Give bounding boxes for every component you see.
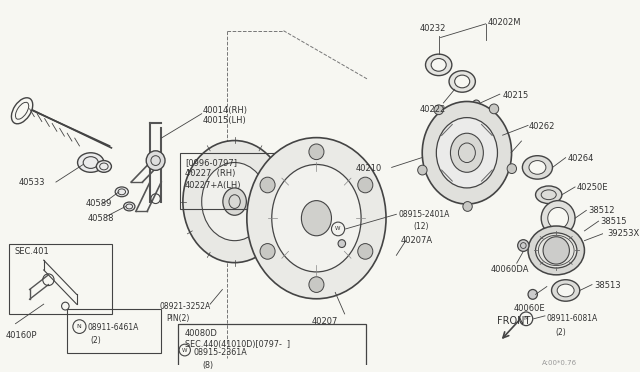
- Ellipse shape: [522, 156, 552, 179]
- Circle shape: [358, 244, 373, 259]
- Text: SEC.440(41010D)[0797-  ]: SEC.440(41010D)[0797- ]: [185, 340, 290, 349]
- Text: A:00*0.76: A:00*0.76: [542, 360, 577, 366]
- Ellipse shape: [436, 118, 497, 188]
- Circle shape: [490, 104, 499, 114]
- Ellipse shape: [536, 186, 562, 203]
- Ellipse shape: [536, 233, 577, 268]
- Ellipse shape: [223, 188, 246, 215]
- Ellipse shape: [272, 164, 361, 272]
- Text: 08921-3252A: 08921-3252A: [159, 302, 211, 311]
- Text: N: N: [524, 316, 529, 321]
- Ellipse shape: [77, 153, 104, 172]
- Ellipse shape: [529, 161, 546, 174]
- Bar: [180, 153, 302, 209]
- Text: FRONT: FRONT: [497, 316, 531, 326]
- Ellipse shape: [552, 280, 580, 301]
- Text: 40060E: 40060E: [514, 304, 545, 313]
- Circle shape: [338, 240, 346, 247]
- Text: 40160P: 40160P: [6, 331, 38, 340]
- Circle shape: [260, 244, 275, 259]
- Text: (8): (8): [203, 361, 214, 370]
- Text: 40202M: 40202M: [488, 18, 521, 27]
- Text: W: W: [335, 227, 341, 231]
- Circle shape: [260, 177, 275, 193]
- Ellipse shape: [557, 284, 574, 297]
- Text: 40227  (RH): 40227 (RH): [185, 169, 235, 178]
- Text: 40207: 40207: [312, 317, 338, 326]
- Text: 40015(LH): 40015(LH): [203, 116, 246, 125]
- Text: 08915-2361A: 08915-2361A: [193, 348, 247, 357]
- Ellipse shape: [12, 98, 33, 124]
- Circle shape: [528, 289, 538, 299]
- Text: 40227+A(LH): 40227+A(LH): [185, 181, 241, 190]
- Ellipse shape: [301, 201, 332, 236]
- Text: 38513: 38513: [594, 281, 621, 290]
- Circle shape: [548, 208, 568, 229]
- Ellipse shape: [97, 161, 111, 172]
- Circle shape: [518, 240, 529, 251]
- Text: 08911-6081A: 08911-6081A: [547, 314, 598, 323]
- Text: 40014(RH): 40014(RH): [203, 106, 248, 115]
- Circle shape: [541, 201, 575, 236]
- Circle shape: [472, 100, 480, 108]
- Text: 40232: 40232: [420, 24, 446, 33]
- Text: 40060DA: 40060DA: [490, 265, 529, 274]
- Circle shape: [418, 165, 427, 175]
- Ellipse shape: [422, 102, 511, 204]
- Ellipse shape: [202, 163, 268, 241]
- Text: (2): (2): [556, 328, 566, 337]
- Text: 08915-2401A: 08915-2401A: [398, 211, 450, 219]
- Ellipse shape: [183, 141, 286, 263]
- Circle shape: [507, 164, 516, 173]
- Bar: [178, 324, 366, 372]
- Circle shape: [434, 105, 444, 115]
- Ellipse shape: [451, 133, 483, 172]
- Text: 39253X: 39253X: [607, 229, 639, 238]
- Text: 40080D: 40080D: [185, 328, 218, 337]
- Bar: [9, 244, 113, 314]
- Circle shape: [146, 151, 165, 170]
- Text: 40215: 40215: [502, 91, 529, 100]
- Text: 40222: 40222: [420, 105, 446, 114]
- Text: 40264: 40264: [568, 154, 594, 163]
- Text: 40588: 40588: [88, 214, 115, 223]
- Ellipse shape: [449, 71, 476, 92]
- Text: (2): (2): [90, 336, 101, 345]
- Text: SEC.401: SEC.401: [15, 247, 49, 257]
- Circle shape: [358, 177, 373, 193]
- Ellipse shape: [247, 138, 386, 299]
- Text: 40210: 40210: [356, 164, 382, 173]
- Ellipse shape: [431, 58, 446, 71]
- Bar: [67, 309, 161, 353]
- Circle shape: [309, 277, 324, 292]
- Ellipse shape: [426, 54, 452, 76]
- Text: 38512: 38512: [588, 206, 614, 215]
- Text: 40250E: 40250E: [577, 183, 609, 192]
- Text: 08911-6461A: 08911-6461A: [88, 323, 140, 332]
- Ellipse shape: [454, 75, 470, 88]
- Circle shape: [463, 202, 472, 211]
- Ellipse shape: [124, 202, 135, 211]
- Text: 40533: 40533: [19, 178, 45, 187]
- Text: (12): (12): [413, 222, 429, 231]
- Text: 40262: 40262: [529, 122, 556, 131]
- Text: 40589: 40589: [86, 199, 113, 208]
- Ellipse shape: [115, 187, 129, 197]
- Text: PIN(2): PIN(2): [166, 314, 189, 323]
- Ellipse shape: [528, 226, 584, 275]
- Circle shape: [309, 144, 324, 160]
- Text: 38515: 38515: [600, 217, 627, 226]
- Text: [0996-0797]: [0996-0797]: [185, 158, 237, 167]
- Circle shape: [543, 237, 570, 264]
- Text: 40207A: 40207A: [401, 236, 433, 245]
- Text: N: N: [76, 324, 81, 329]
- Text: W: W: [182, 347, 188, 353]
